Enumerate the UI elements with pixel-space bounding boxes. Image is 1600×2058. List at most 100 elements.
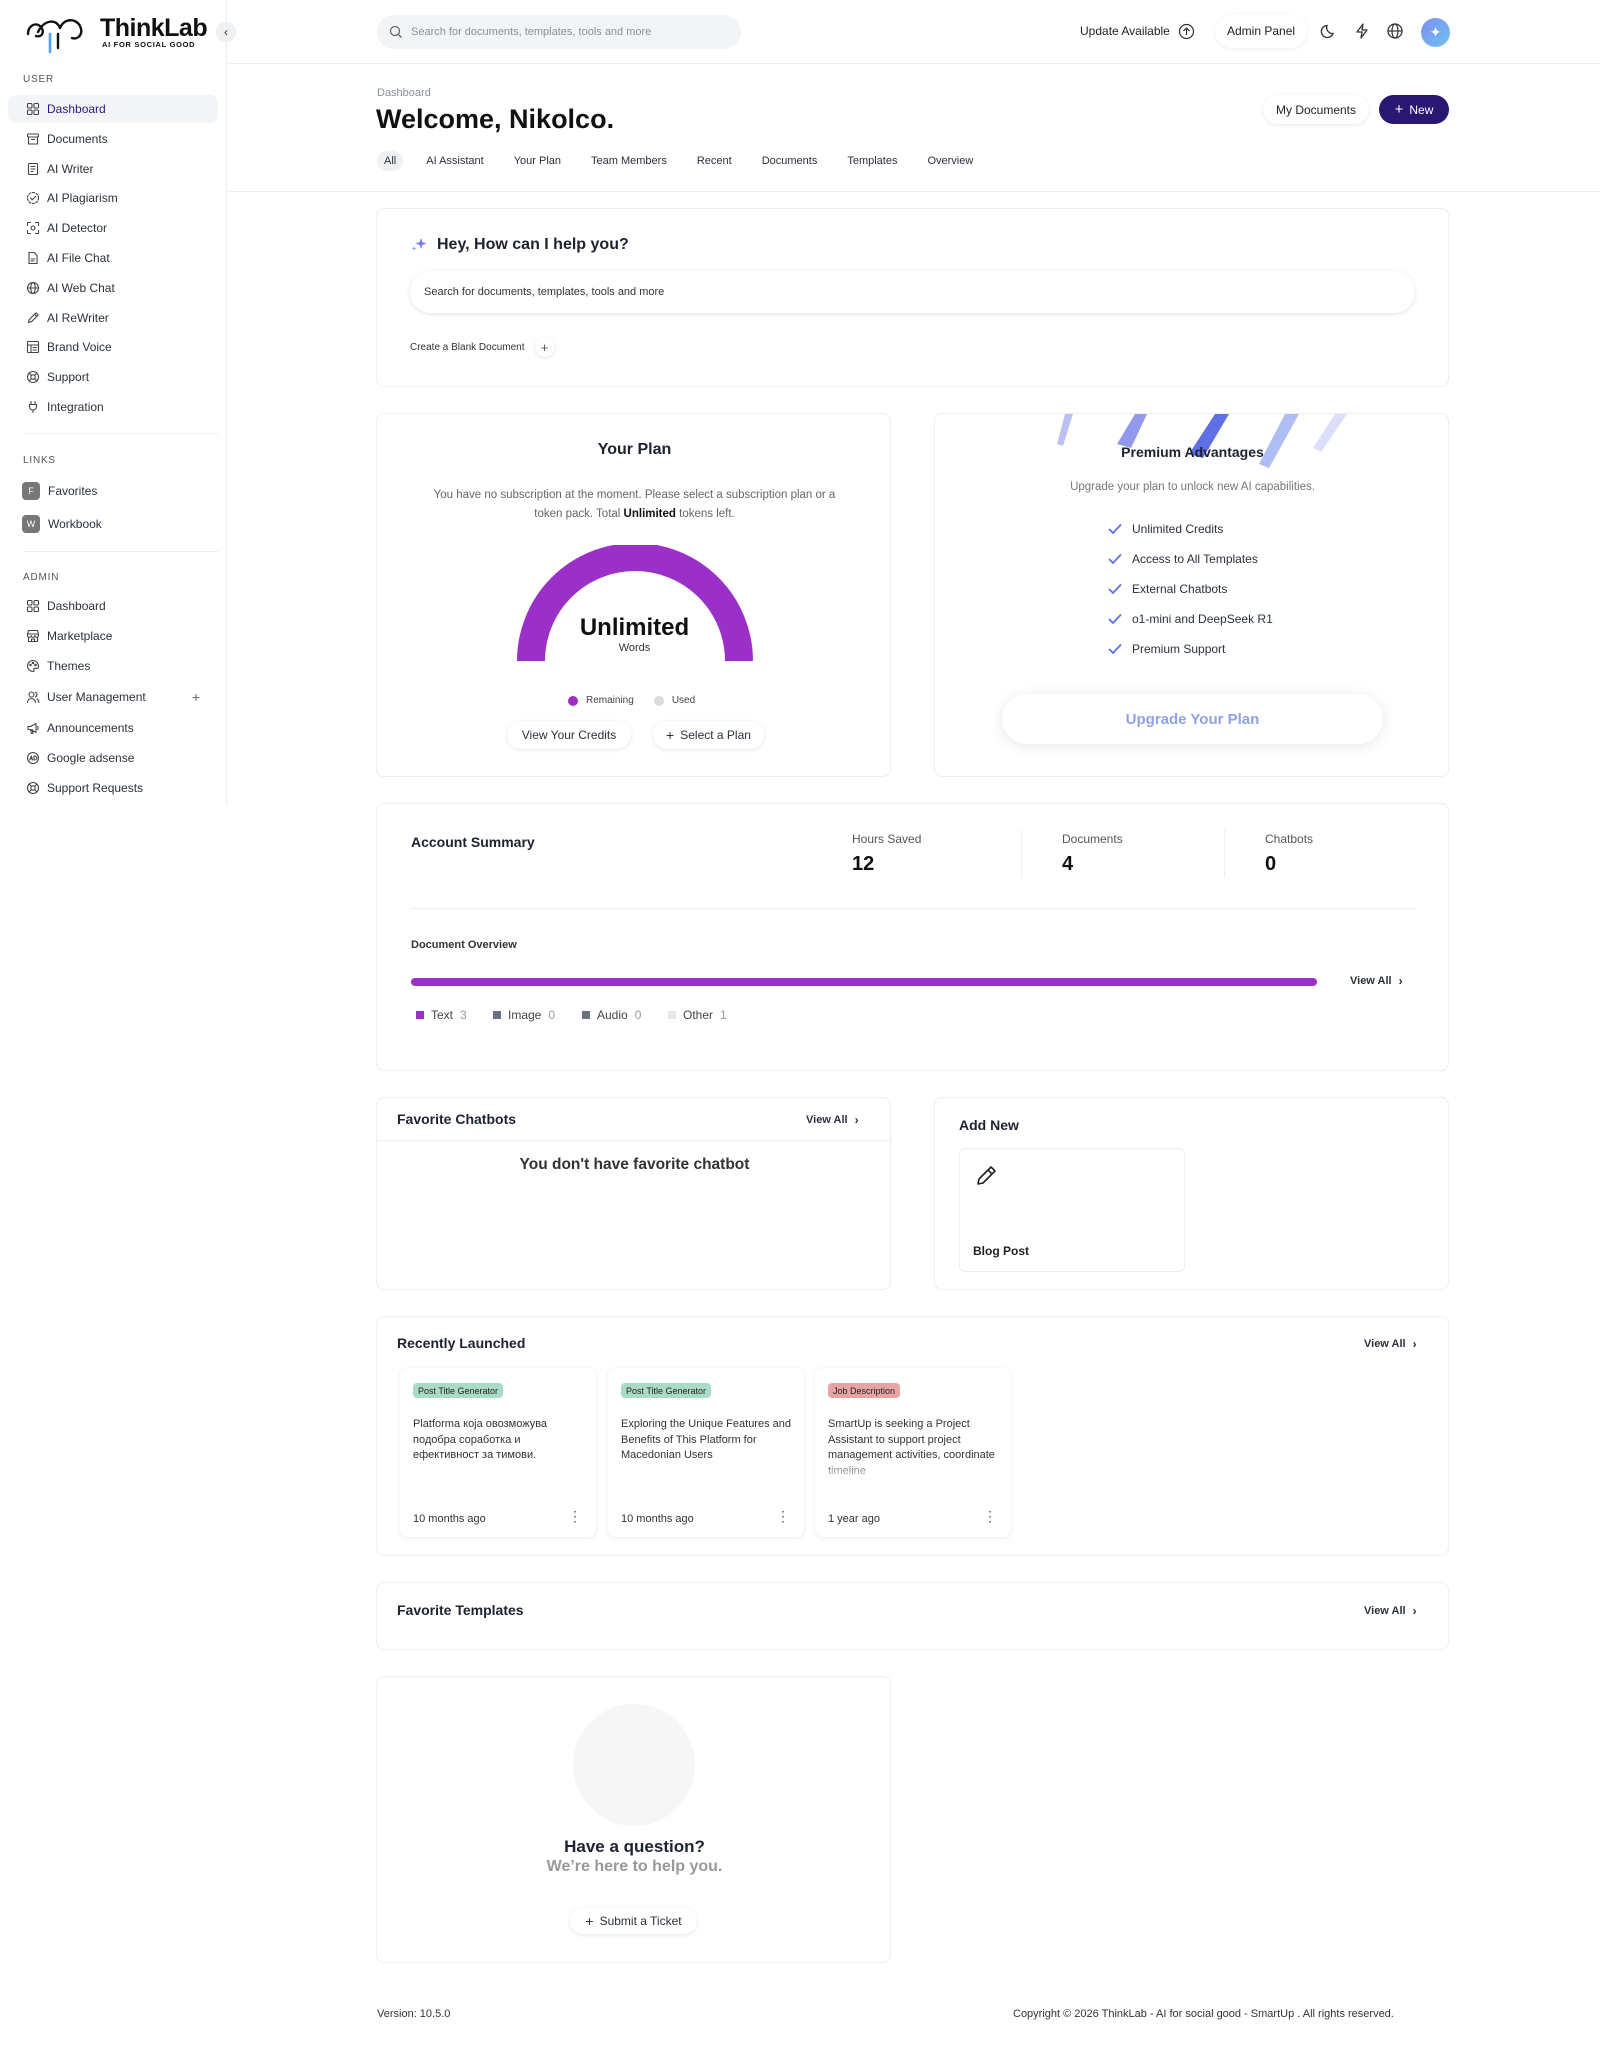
tab-documents[interactable]: Documents	[761, 155, 818, 167]
store-icon	[26, 629, 40, 643]
admin-item-support-requests[interactable]: Support Requests	[8, 774, 218, 802]
sidebar-item-dashboard[interactable]: Dashboard	[8, 95, 218, 123]
tab-your-plan[interactable]: Your Plan	[513, 155, 562, 167]
sidebar-item-support[interactable]: Support	[8, 363, 218, 391]
sidebar-item-label: Google adsense	[47, 751, 135, 765]
recent-document-card[interactable]: Post Title Generator Exploring the Unique…	[608, 1368, 804, 1537]
stat-value-documents: 4	[1062, 853, 1074, 875]
admin-item-themes[interactable]: Themes	[8, 652, 218, 680]
more-options-icon[interactable]: ⋮	[568, 1508, 582, 1524]
sidebar-item-ai-file-chat[interactable]: AI File Chat	[8, 244, 218, 272]
sidebar-item-ai-web-chat[interactable]: AI Web Chat	[8, 274, 218, 302]
sidebar: ThinkLab AI FOR SOCIAL GOOD ‹ USER Dashb…	[0, 0, 236, 805]
sidebar-link-workbook[interactable]: W Workbook	[8, 510, 218, 538]
divider	[23, 551, 218, 552]
update-available-link[interactable]: Update Available	[1080, 14, 1195, 48]
chevron-right-icon: ›	[1412, 1604, 1417, 1618]
sidebar-item-label: Announcements	[47, 721, 134, 735]
lightning-icon[interactable]	[1353, 22, 1371, 40]
stat-label-documents: Documents	[1062, 832, 1123, 846]
assistant-search-input[interactable]: Search for documents, templates, tools a…	[410, 271, 1415, 313]
favorite-templates-view-all[interactable]: View All ›	[1364, 1604, 1417, 1618]
document-overview-view-all[interactable]: View All ›	[1350, 974, 1403, 988]
chevron-right-icon: ›	[1412, 1337, 1417, 1351]
section-label-admin: ADMIN	[23, 572, 60, 583]
tab-ai-assistant[interactable]: AI Assistant	[426, 155, 484, 167]
your-plan-card: Your Plan You have no subscription at th…	[376, 413, 891, 777]
top-search-input[interactable]: Search for documents, templates, tools a…	[377, 15, 741, 49]
sidebar-link-favorites[interactable]: F Favorites	[8, 477, 218, 505]
account-summary-title: Account Summary	[411, 834, 535, 850]
upgrade-plan-button[interactable]: Upgrade Your Plan	[1002, 694, 1383, 744]
sidebar-item-label: Favorites	[48, 484, 98, 498]
more-options-icon[interactable]: ⋮	[776, 1508, 790, 1524]
sidebar-item-label: AI Web Chat	[47, 280, 115, 295]
assistant-title: Hey, How can I help you?	[437, 236, 629, 253]
copyright-label: Copyright © 2026 ThinkLab - AI for socia…	[1013, 2008, 1394, 2020]
collapse-sidebar-button[interactable]: ‹	[216, 22, 236, 42]
decorative-streaks	[1057, 414, 1347, 468]
plus-icon: +	[585, 1913, 594, 1929]
admin-panel-button[interactable]: Admin Panel	[1215, 14, 1308, 48]
used-swatch	[653, 695, 664, 706]
document-time: 10 months ago	[621, 1513, 694, 1525]
document-overview-title: Document Overview	[411, 939, 517, 951]
legend-item-image: Image 0	[493, 1008, 555, 1022]
expand-plus-icon[interactable]: +	[191, 689, 200, 705]
sidebar-item-label: AI Detector	[47, 221, 108, 236]
sidebar-item-brand-voice[interactable]: Brand Voice	[8, 333, 218, 361]
admin-item-dashboard[interactable]: Dashboard	[8, 592, 218, 620]
sidebar-item-documents[interactable]: Documents	[8, 125, 218, 153]
document-time: 10 months ago	[413, 1513, 486, 1525]
tab-overview[interactable]: Overview	[927, 155, 974, 167]
more-options-icon[interactable]: ⋮	[983, 1508, 997, 1524]
sidebar-item-ai-plagiarism[interactable]: AI Plagiarism	[8, 184, 218, 212]
tab-team-members[interactable]: Team Members	[591, 155, 667, 167]
create-blank-document-button[interactable]: Create a Blank Document +	[410, 337, 555, 357]
submit-ticket-button[interactable]: + Submit a Ticket	[570, 1908, 697, 1934]
recent-document-card[interactable]: Job Description SmartUp is seeking a Proj…	[815, 1368, 1011, 1537]
favorite-chatbots-title: Favorite Chatbots	[397, 1111, 517, 1127]
tab-templates[interactable]: Templates	[847, 155, 898, 167]
sparkle-icon: ✦	[1429, 24, 1442, 40]
help-card: Have a question? We’re here to help you.…	[376, 1676, 891, 1963]
sidebar-item-label: Support Requests	[47, 781, 144, 795]
premium-feature-item: Access to All Templates	[1108, 552, 1258, 566]
recently-launched-view-all[interactable]: View All ›	[1364, 1337, 1417, 1351]
globe-icon	[26, 281, 40, 294]
ad-icon	[26, 751, 40, 765]
favorite-chatbots-view-all[interactable]: View All ›	[806, 1113, 859, 1127]
user-avatar[interactable]: ✦	[1421, 18, 1450, 47]
tab-all[interactable]: All	[377, 151, 404, 171]
sidebar-item-label: User Management	[47, 690, 146, 704]
recent-document-card[interactable]: Post Title Generator Platforma која овозм…	[400, 1368, 596, 1537]
admin-item-announcements[interactable]: Announcements	[8, 714, 218, 742]
breadcrumb[interactable]: Dashboard	[377, 87, 431, 99]
globe-icon[interactable]	[1386, 22, 1404, 40]
view-credits-button[interactable]: View Your Credits	[507, 721, 631, 749]
sidebar-item-ai-rewriter[interactable]: AI ReWriter	[8, 304, 218, 332]
select-plan-button[interactable]: + Select a Plan	[653, 721, 764, 749]
divider	[377, 1140, 892, 1141]
legend-label: Image	[508, 1008, 542, 1022]
brand-logo[interactable]: ThinkLab AI FOR SOCIAL GOOD	[24, 10, 208, 54]
blog-post-tile[interactable]: Blog Post	[959, 1148, 1185, 1272]
new-button[interactable]: + New	[1379, 95, 1449, 124]
admin-item-google-adsense[interactable]: Google adsense	[8, 744, 218, 772]
sidebar-item-label: AI Writer	[47, 161, 94, 176]
help-illustration	[573, 1704, 695, 1826]
text-fade	[400, 1458, 596, 1484]
add-new-title: Add New	[959, 1117, 1019, 1133]
premium-feature-item: o1-mini and DeepSeek R1	[1108, 612, 1273, 626]
admin-item-marketplace[interactable]: Marketplace	[8, 622, 218, 650]
remaining-label: Remaining	[586, 695, 634, 706]
favorite-templates-card: Favorite Templates View All ›	[376, 1582, 1449, 1650]
tab-recent[interactable]: Recent	[696, 155, 732, 167]
sidebar-item-integration[interactable]: Integration	[8, 393, 218, 421]
my-documents-button[interactable]: My Documents	[1263, 95, 1369, 124]
moon-icon[interactable]	[1320, 22, 1338, 40]
premium-feature-label: External Chatbots	[1132, 582, 1228, 596]
sidebar-item-ai-writer[interactable]: AI Writer	[8, 155, 218, 183]
admin-item-user-management[interactable]: User Management +	[8, 683, 218, 711]
sidebar-item-ai-detector[interactable]: AI Detector	[8, 214, 218, 242]
